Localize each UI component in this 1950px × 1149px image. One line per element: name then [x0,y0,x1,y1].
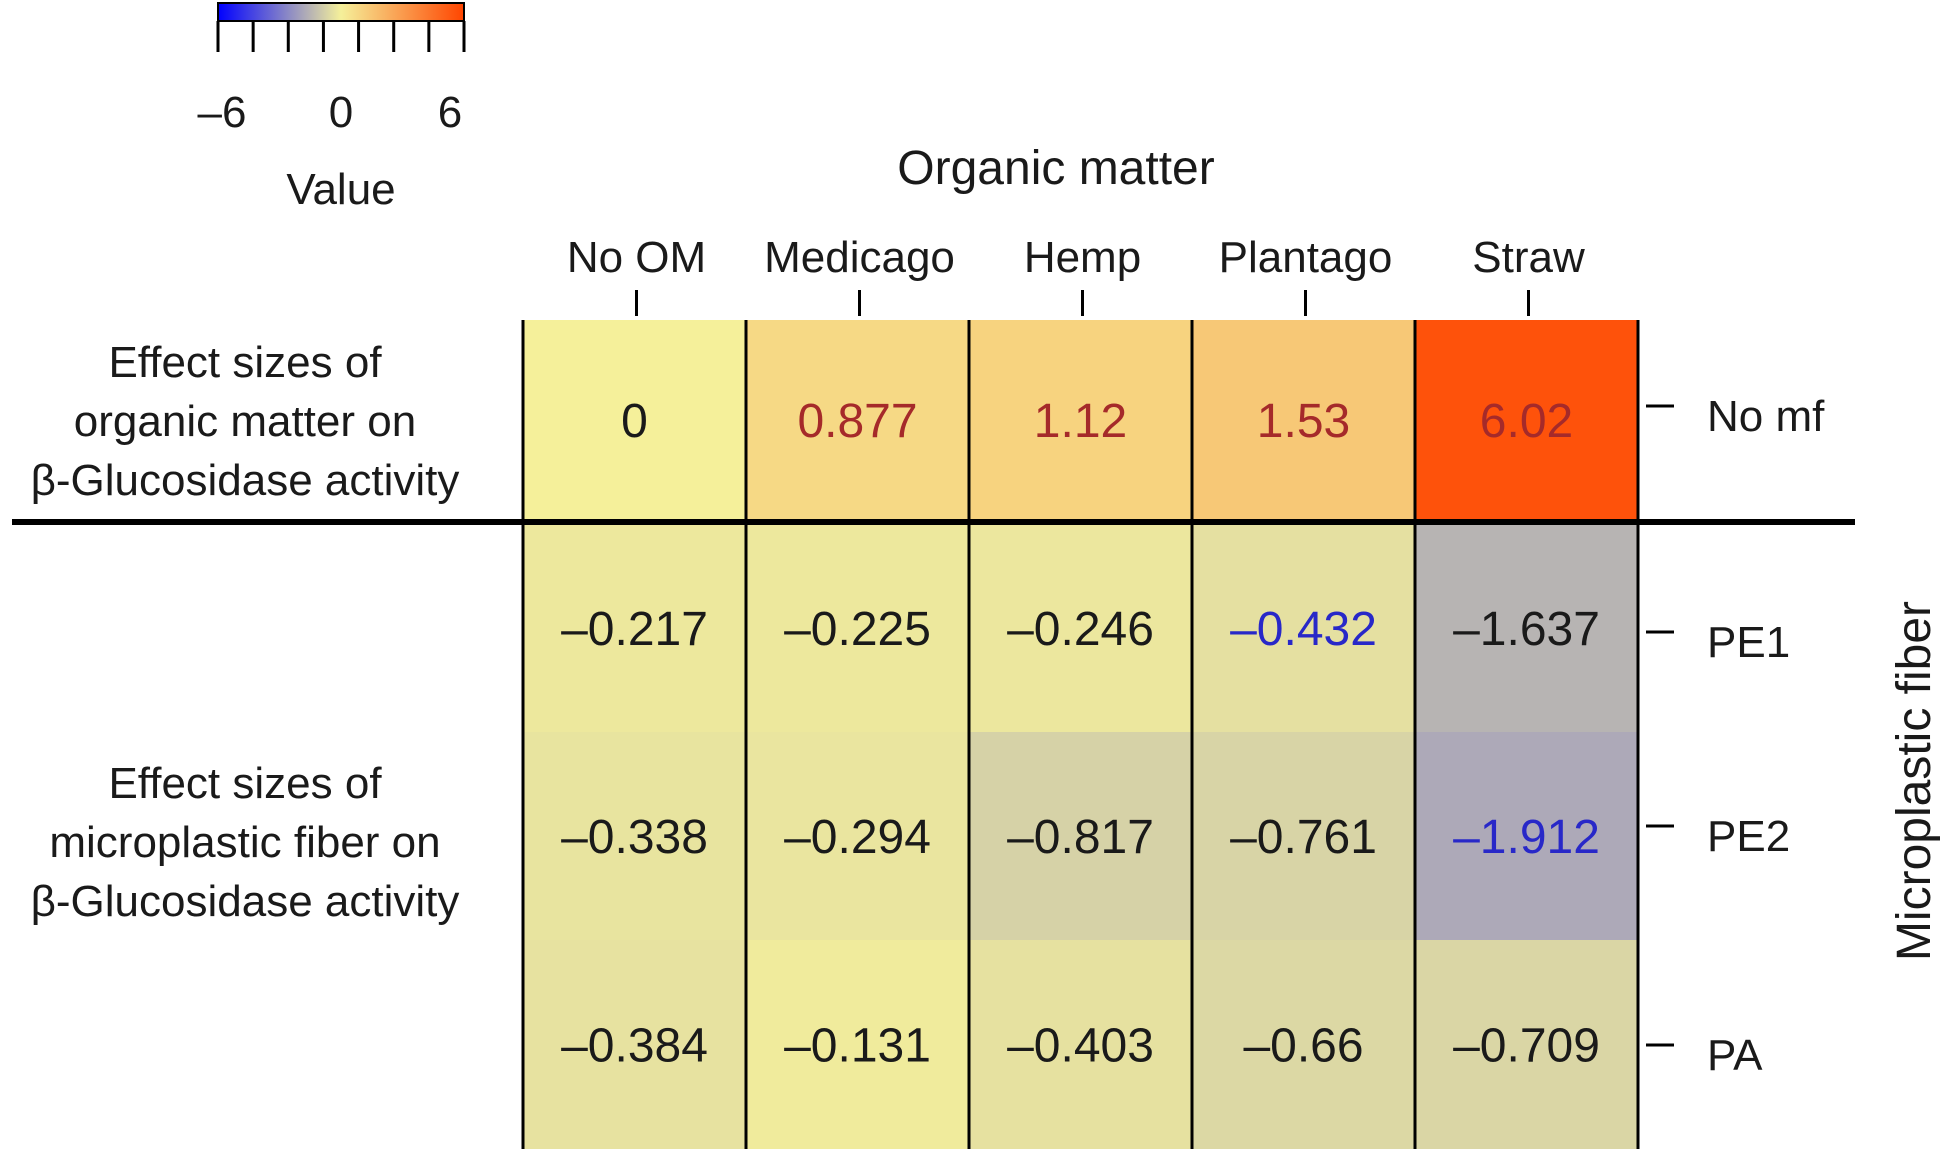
cell-value-label: –0.217 [561,603,708,656]
heatmap-cell [969,940,1192,1149]
heatmap-cell [746,524,969,732]
column-label: Plantago [1219,233,1393,282]
heatmap-cell [969,524,1192,732]
row-group-label-line: β-Glucosidase activity [31,877,460,926]
cell-value-label: 1.53 [1257,395,1350,448]
row-axis-title: Microplastic fiber [1888,601,1941,961]
cell-value-label: 1.12 [1034,395,1127,448]
color-key-tick-label: 0 [329,88,353,137]
cell-value-label: –0.246 [1007,603,1154,656]
column-label: Straw [1472,233,1585,282]
row-label: PE1 [1707,618,1790,667]
column-label: Hemp [1024,233,1141,282]
heatmap-cell [1192,524,1415,732]
heatmap-cell [1192,320,1415,520]
row-group-label-line: β-Glucosidase activity [31,456,460,505]
heatmap-cell [523,732,746,940]
column-axis-title: Organic matter [897,142,1214,195]
heatmap-grid [12,320,1855,1149]
heatmap-cell [1415,320,1638,520]
column-label: Medicago [764,233,955,282]
row-label: PA [1707,1031,1763,1080]
cell-value-label: 0.877 [797,395,917,448]
row-labels: No mf PE1 PE2 PA [1646,392,1825,1080]
color-key-title: Value [286,165,395,214]
row-group-label-line: microplastic fiber on [49,818,440,867]
cell-value-label: –0.66 [1243,1020,1363,1073]
cell-value-label: –0.817 [1007,811,1154,864]
color-key-tick-label: 6 [438,88,462,137]
cell-value-label: –1.912 [1453,811,1600,864]
cell-value-label: 0 [621,395,648,448]
heatmap-cell [523,940,746,1149]
heatmap-cell [1415,940,1638,1149]
cell-value-label: –0.709 [1453,1020,1600,1073]
row-group-labels: Effect sizes of organic matter on β-Glucos… [31,338,460,926]
row-group-label-line: Effect sizes of [108,338,382,387]
cell-value-label: 6.02 [1480,395,1573,448]
row-label: No mf [1707,392,1825,441]
heatmap-cell [746,940,969,1149]
heatmap-cell [746,320,969,520]
column-labels: No OM Medicago Hemp Plantago Straw [567,233,1585,316]
heatmap-cell [969,320,1192,520]
heatmap-cells [523,320,1638,1149]
column-label: No OM [567,233,706,282]
heatmap-cell [523,524,746,732]
heatmap-cell [1192,732,1415,940]
row-label: PE2 [1707,812,1790,861]
cell-value-label: –0.384 [561,1020,708,1073]
cell-value-label: –1.637 [1453,603,1600,656]
cell-value-label: –0.761 [1230,811,1377,864]
cell-value-label: –0.403 [1007,1020,1154,1073]
heatmap-cell [1415,524,1638,732]
cell-value-label: –0.225 [784,603,931,656]
color-key-ticks [216,21,466,52]
row-group-label-line: Effect sizes of [108,759,382,808]
heatmap-cell [969,732,1192,940]
cell-value-label: –0.294 [784,811,931,864]
heatmap-cell [1415,732,1638,940]
color-key: –6 0 6 Value [198,2,466,214]
color-key-bar [217,2,465,22]
heatmap-cell [746,732,969,940]
color-key-tick-label: –6 [198,88,247,137]
row-group-label-line: organic matter on [74,397,416,446]
cell-value-labels: 0 0.877 1.12 1.53 6.02 –0.217 –0.225 –0.246 –0.4… [561,395,1600,1073]
heatmap-cell [523,320,746,520]
cell-value-label: –0.432 [1230,603,1377,656]
heatmap-cell [1192,940,1415,1149]
cell-value-label: –0.338 [561,811,708,864]
cell-value-label: –0.131 [784,1020,931,1073]
